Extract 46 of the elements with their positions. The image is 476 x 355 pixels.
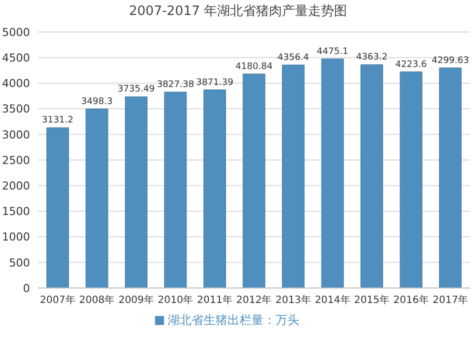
y-tick-label: 2500 bbox=[2, 154, 30, 167]
y-tick-label: 1500 bbox=[2, 205, 30, 218]
legend-label: 湖北省生猪出栏量：万头 bbox=[168, 313, 300, 327]
bar bbox=[124, 96, 148, 288]
bar bbox=[439, 68, 462, 288]
x-tick-label: 2012年 bbox=[236, 294, 272, 306]
data-label: 4223.6 bbox=[395, 60, 428, 70]
x-tick-label: 2008年 bbox=[79, 294, 115, 306]
y-tick-label: 4500 bbox=[2, 52, 30, 65]
x-tick-label: 2016年 bbox=[393, 294, 429, 306]
bar bbox=[86, 108, 108, 288]
x-tick-label: 2007年 bbox=[40, 294, 76, 306]
data-label: 4180.84 bbox=[235, 62, 273, 72]
y-tick-label: 0 bbox=[23, 282, 30, 295]
data-label: 4356.4 bbox=[278, 52, 310, 63]
x-tick-label: 2013年 bbox=[276, 294, 311, 306]
x-tick-label: 2010年 bbox=[158, 294, 194, 306]
data-label: 4475.1 bbox=[316, 46, 348, 57]
y-tick-label: 2000 bbox=[2, 180, 30, 193]
y-tick-label: 4000 bbox=[2, 77, 30, 90]
x-tick-label: 2009年 bbox=[118, 294, 154, 306]
data-label: 3871.39 bbox=[196, 78, 234, 88]
bar bbox=[282, 64, 305, 288]
y-tick-label: 1000 bbox=[2, 230, 30, 244]
data-label: 4299.63 bbox=[432, 56, 469, 66]
bar bbox=[203, 90, 226, 288]
data-label: 3827.38 bbox=[156, 80, 194, 90]
bar bbox=[164, 92, 187, 288]
x-tick-label: 2011年 bbox=[197, 294, 232, 306]
bar bbox=[46, 127, 69, 288]
data-label: 3498.3 bbox=[81, 96, 113, 107]
y-tick-label: 500 bbox=[9, 256, 30, 270]
y-tick-label: 3000 bbox=[2, 128, 30, 142]
bar bbox=[360, 64, 384, 288]
data-label: 3131.2 bbox=[42, 116, 74, 126]
bar bbox=[321, 58, 344, 288]
chart-title: 2007-2017 年湖北省猪肉产量走势图 bbox=[128, 3, 348, 21]
x-tick-label: 2017年 bbox=[432, 294, 468, 306]
y-tick-label: 3500 bbox=[2, 102, 30, 116]
x-tick-label: 2014年 bbox=[314, 294, 350, 306]
bar bbox=[400, 72, 422, 288]
y-tick-label: 5000 bbox=[2, 26, 30, 39]
data-label: 4363.2 bbox=[356, 52, 388, 63]
bar bbox=[242, 74, 266, 288]
x-tick-label: 2015年 bbox=[354, 294, 390, 306]
data-label: 3735.49 bbox=[118, 84, 156, 95]
